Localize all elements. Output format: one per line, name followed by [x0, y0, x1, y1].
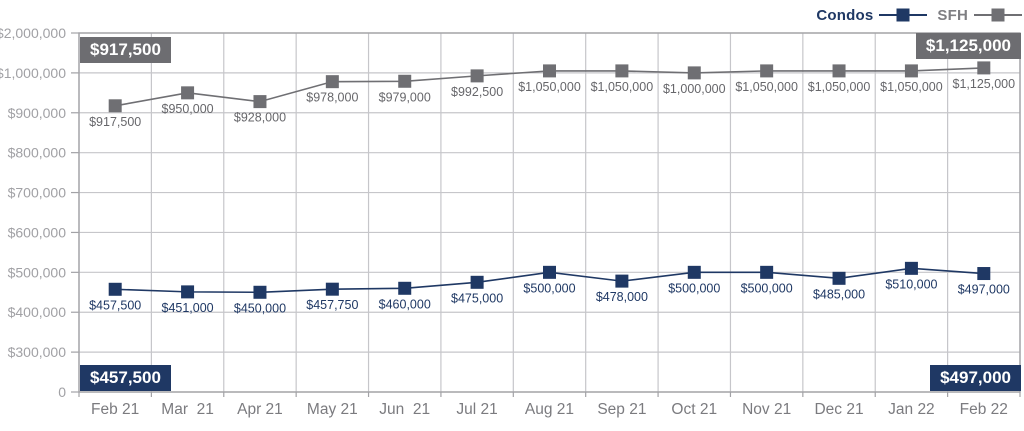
y-axis-tick-label: $600,000	[8, 224, 67, 240]
x-axis-tick-label: Jun 21	[379, 401, 430, 418]
callout-sfh-start: $917,500	[80, 37, 171, 63]
x-axis-tick-label: Mar 21	[161, 401, 214, 418]
data-point-marker	[760, 64, 774, 78]
data-point-marker	[904, 261, 918, 275]
series-condos: $457,500 $451,000 $450,000 $457,750 $460,000…	[89, 261, 1010, 315]
data-point-marker	[543, 265, 556, 279]
data-point-label: $928,000	[234, 111, 286, 125]
plot-border	[78, 32, 1021, 393]
y-axis-tick-label: $800,000	[8, 145, 67, 161]
data-point-marker	[181, 86, 195, 100]
data-point-label: $979,000	[379, 90, 431, 104]
data-point-label: $450,000	[234, 301, 286, 315]
x-axis-tick-label: Jan 22	[888, 401, 935, 418]
x-axis-tick-label: Sep 21	[597, 401, 646, 418]
data-point-marker	[181, 285, 195, 299]
data-point-marker	[398, 281, 412, 295]
data-point-marker	[108, 282, 122, 296]
legend-marker-square-sfh	[991, 8, 1005, 22]
data-point-label: $950,000	[162, 102, 214, 116]
data-point-label: $485,000	[813, 287, 865, 301]
data-point-label: $460,000	[379, 297, 431, 311]
data-point-label: $978,000	[306, 91, 358, 105]
x-axis-tick-label: Nov 21	[742, 401, 791, 418]
legend-line-sfh	[974, 8, 1022, 22]
y-axis-tick-label: $300,000	[8, 344, 67, 360]
data-point-marker	[832, 64, 846, 78]
data-point-marker	[832, 271, 846, 285]
data-point-marker	[904, 64, 918, 78]
data-point-label: $457,750	[306, 298, 358, 312]
data-point-marker	[977, 61, 991, 75]
data-point-label: $1,050,000	[591, 80, 654, 94]
data-point-marker	[687, 265, 701, 279]
data-point-label: $917,500	[89, 115, 141, 129]
data-point-label: $1,000,000	[663, 82, 726, 96]
legend-marker-square-condos	[896, 8, 910, 22]
data-point-label: $1,125,000	[953, 77, 1016, 91]
data-point-marker	[543, 64, 556, 78]
data-point-label: $451,000	[162, 301, 214, 315]
x-axis-tick-label: Feb 22	[960, 401, 1008, 418]
data-point-label: $1,050,000	[880, 80, 943, 94]
legend-label-condos: Condos	[816, 6, 874, 24]
data-point-label: $457,500	[89, 298, 141, 312]
chart-legend: Condos SFH	[816, 4, 1022, 26]
data-point-label: $500,000	[523, 281, 575, 295]
data-point-marker	[325, 75, 339, 89]
callout-condos-end: $497,000	[930, 365, 1021, 391]
data-point-marker	[398, 74, 412, 88]
x-axis-tick-label: May 21	[307, 401, 358, 418]
y-axis-tick-label: $700,000	[8, 185, 67, 201]
x-axis-tick-label: Feb 21	[91, 401, 139, 418]
y-axis-tick-label: $400,000	[8, 304, 67, 320]
x-axis-labels: Feb 21 Mar 21 Apr 21 May 21 Jun 21 Jul 21 Aug …	[91, 401, 1008, 418]
data-point-marker	[470, 275, 484, 289]
data-point-label: $1,050,000	[518, 80, 581, 94]
y-axis-tick-label: $2,000,000	[0, 25, 66, 41]
data-point-marker	[760, 265, 774, 279]
y-axis-tick-label: 0	[58, 384, 66, 400]
x-axis-tick-label: Jul 21	[456, 401, 497, 418]
data-point-label: $500,000	[741, 281, 793, 295]
data-point-marker	[253, 285, 267, 299]
data-point-label: $497,000	[958, 283, 1010, 297]
y-axis-labels: $2,000,000 $1,000,000 $900,000 $800,000 $700…	[0, 25, 66, 400]
data-point-label: $1,050,000	[735, 80, 798, 94]
callout-condos-start: $457,500	[80, 365, 171, 391]
x-axis-tick-label: Dec 21	[814, 401, 863, 418]
y-axis-tick-label: $1,000,000	[0, 65, 66, 81]
legend-label-sfh: SFH	[937, 6, 968, 24]
data-point-label: $510,000	[885, 277, 937, 291]
data-point-marker	[687, 66, 701, 80]
data-point-marker	[325, 282, 339, 296]
data-point-label: $1,050,000	[808, 80, 871, 94]
legend-item-sfh: SFH	[937, 7, 1022, 24]
callout-sfh-end: $1,125,000	[915, 33, 1021, 59]
series-sfh: $917,500 $950,000 $928,000 $978,000 $979,000…	[89, 61, 1016, 129]
data-point-marker	[615, 64, 629, 78]
data-point-marker	[615, 274, 629, 288]
data-point-marker	[470, 69, 484, 83]
x-axis-tick-label: Aug 21	[525, 401, 574, 418]
legend-line-condos	[879, 8, 928, 22]
x-axis-tick-label: Apr 21	[237, 401, 283, 418]
data-point-marker	[977, 267, 991, 281]
y-axis-tick-label: $500,000	[8, 264, 67, 280]
data-point-label: $500,000	[668, 281, 720, 295]
legend-item-condos: Condos	[816, 6, 928, 24]
data-point-marker	[253, 95, 267, 109]
y-axis-tick-label: $900,000	[8, 105, 67, 121]
data-point-label: $992,500	[451, 85, 503, 99]
x-axis-tick-label: Oct 21	[671, 401, 717, 418]
data-point-marker	[108, 99, 122, 113]
data-point-label: $478,000	[596, 290, 648, 304]
data-point-label: $475,000	[451, 291, 503, 305]
